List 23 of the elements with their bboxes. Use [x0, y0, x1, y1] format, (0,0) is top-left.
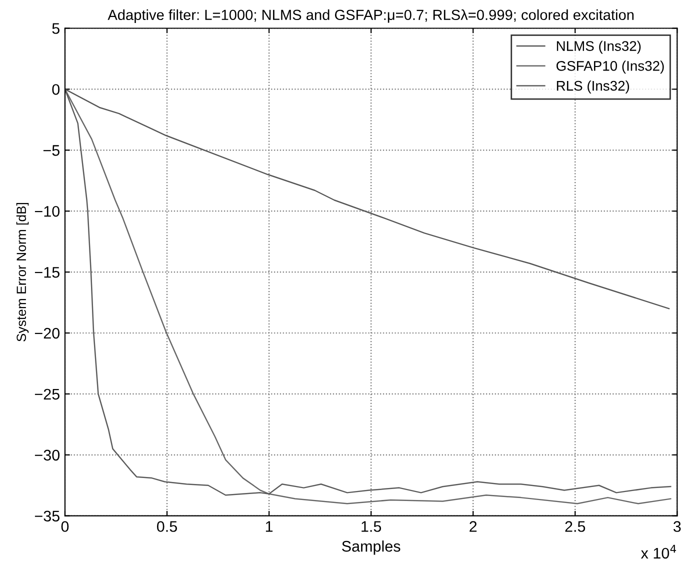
y-tick-label: 0 [52, 84, 60, 95]
text: x 10$^{4}$ [640, 544, 676, 559]
x-tick-label: 0 [61, 521, 69, 532]
y-tick-label: −25 [34, 388, 60, 400]
y-tick-label: 5 [52, 23, 60, 34]
chart-title: Adaptive filter: L=1000; NLMS and GSFAP:μ=0.7; RLSλ=0.999; colored excitation [108, 9, 634, 23]
y-tick-label: −15 [34, 267, 60, 278]
y-tick-label: −10 [34, 206, 60, 217]
x-tick-label: 0.5 [156, 521, 177, 532]
x-tick-label: 1.5 [362, 521, 382, 532]
x-tick-label: 2 [470, 521, 477, 532]
x-tick-label: 3 [673, 521, 681, 532]
x-tick-label: 1 [266, 521, 273, 532]
x-tick-label: 2.5 [565, 521, 586, 532]
legend-label: GSFAP10 (Ins32) [556, 60, 664, 74]
legend-label: RLS (Ins32) [556, 80, 630, 94]
x-axis-title: Samples [342, 540, 400, 555]
y-axis-title: System Error Norm [dB] [16, 202, 29, 342]
y-tick-label: −35 [34, 510, 60, 522]
y-tick-label: −5 [43, 145, 60, 156]
y-tick-label: −30 [34, 450, 60, 461]
y-tick-label: −20 [34, 328, 60, 339]
legend-label: NLMS (Ins32) [556, 40, 641, 54]
